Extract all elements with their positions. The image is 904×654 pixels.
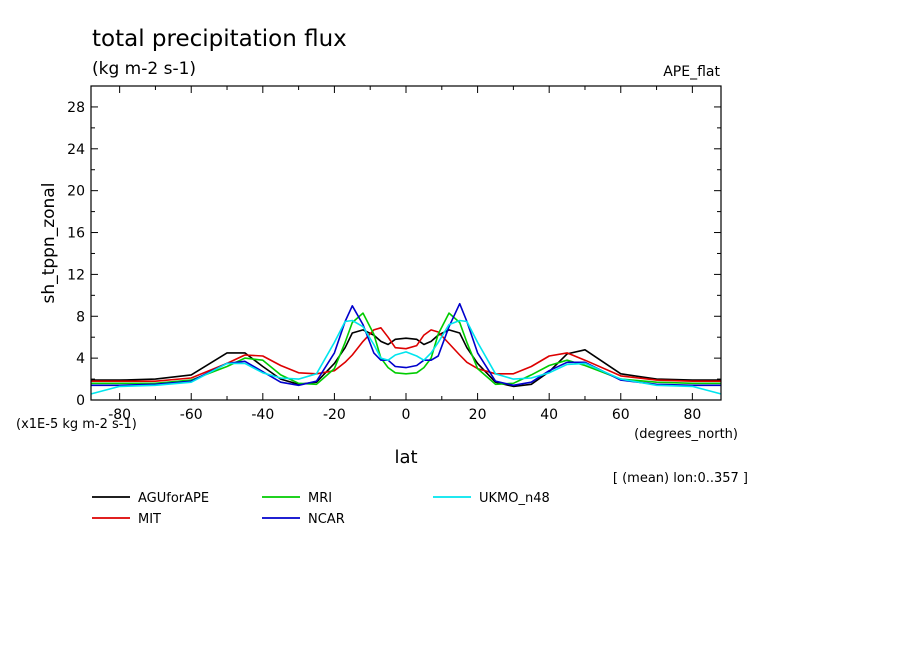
y-tick-label: 0 — [76, 393, 85, 409]
y-tick-label: 28 — [67, 100, 85, 116]
y-scale-note: (x1E-5 kg m-2 s-1) — [16, 417, 137, 432]
y-axis-label: sh_tppn_zonal — [39, 183, 59, 304]
x-axis-label: lat — [394, 447, 417, 468]
chart-subtitle: (kg m-2 s-1) — [92, 59, 196, 79]
series-line-mit — [91, 326, 721, 383]
legend-label-mit: MIT — [138, 512, 161, 527]
x-axis-ticks: -80 -60 -40 -20 0 20 40 60 80 — [108, 86, 701, 423]
y-tick-label: 8 — [76, 309, 85, 325]
x-axis-unit: (degrees_north) — [634, 427, 738, 442]
legend-label-aguforape: AGUforAPE — [138, 491, 209, 506]
experiment-label: APE_flat — [663, 64, 720, 80]
x-tick-label: -40 — [251, 407, 274, 423]
x-tick-label: 20 — [469, 407, 487, 423]
y-tick-label: 4 — [76, 351, 85, 367]
x-tick-label: -80 — [108, 407, 131, 423]
x-tick-label: 80 — [683, 407, 701, 423]
plot-area: -80 -60 -40 -20 0 20 40 60 80 0 4 8 12 16 20 24 28 — [67, 85, 722, 423]
y-tick-label: 24 — [67, 142, 85, 158]
chart-title: total precipitation flux — [92, 26, 347, 52]
legend: AGUforAPE MIT MRI NCAR UKMO_n48 — [92, 491, 550, 527]
series-line-mri — [91, 312, 721, 386]
series-lines — [91, 302, 721, 395]
y-tick-label: 20 — [67, 184, 85, 200]
x-tick-label: 60 — [612, 407, 630, 423]
x-tick-label: 40 — [540, 407, 558, 423]
y-tick-label: 12 — [67, 267, 85, 283]
series-line-ukmo_n48 — [91, 319, 721, 395]
series-line-aguforape — [91, 329, 721, 388]
x-tick-label: -60 — [180, 407, 203, 423]
series-line-ncar — [91, 302, 721, 387]
legend-label-mri: MRI — [308, 491, 332, 506]
x-tick-label: -20 — [323, 407, 346, 423]
y-axis-ticks: 0 4 8 12 16 20 24 28 — [67, 100, 721, 409]
footnote: [ (mean) lon:0..357 ] — [613, 471, 748, 486]
legend-label-ukmo_n48: UKMO_n48 — [479, 491, 550, 506]
legend-label-ncar: NCAR — [308, 512, 345, 527]
y-tick-label: 16 — [67, 226, 85, 242]
plot-frame — [90, 85, 722, 401]
x-tick-label: 0 — [402, 407, 411, 423]
